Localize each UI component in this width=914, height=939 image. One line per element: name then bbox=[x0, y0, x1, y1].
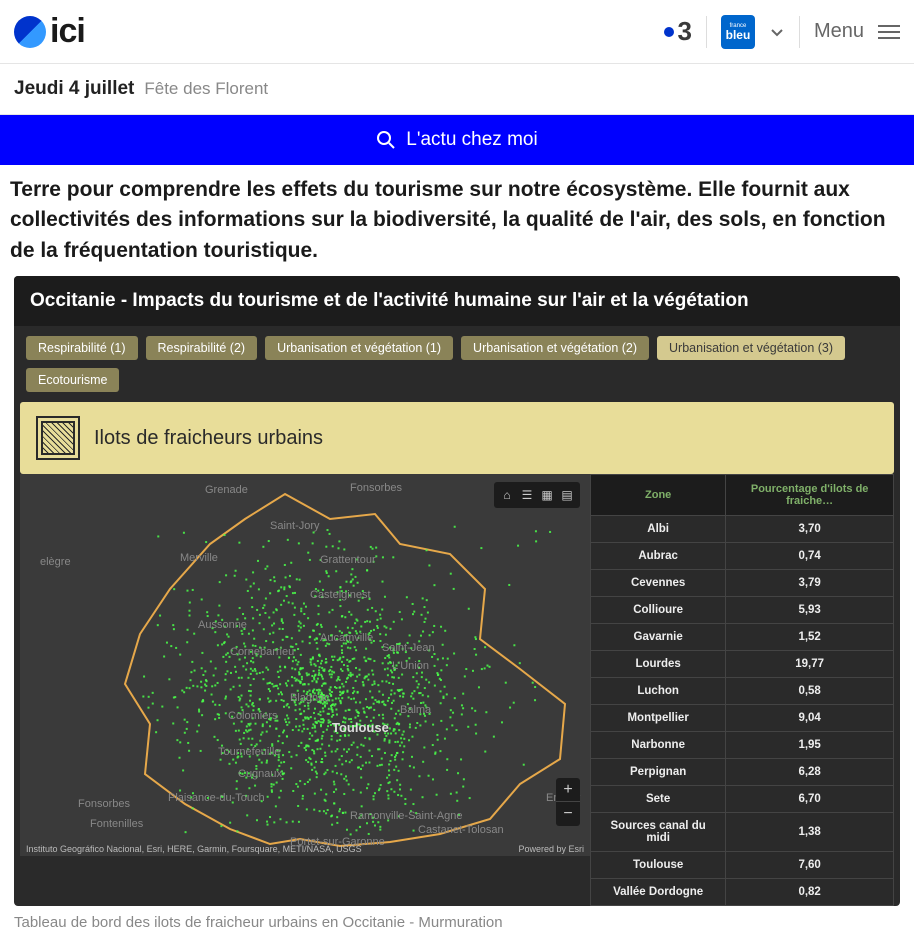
grid-icon[interactable]: ▦ bbox=[538, 486, 556, 504]
map-canvas[interactable]: Grenade Fonsorbes Merville elègre Grattentou… bbox=[20, 474, 590, 856]
map-place-label: Cornebarrieu bbox=[230, 646, 294, 658]
table-row[interactable]: Aubrac0,74 bbox=[591, 543, 894, 570]
map-place-label: Castelginest bbox=[310, 589, 371, 601]
map-place-label: Merville bbox=[180, 552, 218, 564]
francebleu-badge[interactable]: france bleu bbox=[721, 15, 755, 49]
heat-dots bbox=[142, 526, 551, 836]
map-zoom: + − bbox=[556, 778, 580, 826]
map-layer-icon bbox=[36, 416, 80, 460]
table-row[interactable]: Lourdes19,77 bbox=[591, 651, 894, 678]
home-icon[interactable]: ⌂ bbox=[498, 486, 516, 504]
search-icon bbox=[376, 130, 396, 150]
column-header[interactable]: Pourcentage d'ilots de fraiche… bbox=[726, 475, 894, 516]
map-place-label: Cugnaux bbox=[238, 768, 282, 780]
dashboard-title: Occitanie - Impacts du tourisme et de l'… bbox=[14, 276, 900, 326]
menu-label[interactable]: Menu bbox=[814, 20, 864, 43]
section-header: Ilots de fraicheurs urbains bbox=[20, 402, 894, 474]
map-place-label: Colomiers bbox=[228, 710, 278, 722]
table-row[interactable]: Perpignan6,28 bbox=[591, 759, 894, 786]
map-place-label: Grenade bbox=[205, 484, 248, 496]
map-place-label: Aucamville bbox=[320, 632, 373, 644]
table-row[interactable]: Collioure5,93 bbox=[591, 597, 894, 624]
map-place-label: Balma bbox=[400, 704, 431, 716]
figure-caption: Tableau de bord des ilots de fraicheur u… bbox=[0, 906, 914, 939]
map-place-label: Ramonville-Saint-Agne bbox=[350, 810, 463, 822]
table-row[interactable]: Albi3,70 bbox=[591, 516, 894, 543]
map-place-label: Aussonne bbox=[198, 619, 247, 631]
map-place-label: Plaisance-du-Touch bbox=[168, 792, 265, 804]
france3-link[interactable]: 3 bbox=[664, 16, 692, 47]
date-bar: Jeudi 4 juillet Fête des Florent bbox=[0, 64, 914, 115]
table-row[interactable]: Sources canal du midi1,38 bbox=[591, 813, 894, 852]
article-paragraph: Terre pour comprendre les effets du tour… bbox=[10, 175, 900, 266]
france3-dot-icon bbox=[664, 27, 674, 37]
map-place-label: Fonsorbes bbox=[78, 798, 130, 810]
map-place-label: Saint-Jory bbox=[270, 520, 320, 532]
dashboard-embed: Occitanie - Impacts du tourisme et de l'… bbox=[14, 276, 900, 906]
map-place-label: Toulouse bbox=[332, 720, 389, 735]
table-row[interactable]: Cevennes3,79 bbox=[591, 570, 894, 597]
table-row[interactable]: Toulouse7,60 bbox=[591, 852, 894, 879]
table-row[interactable]: Sete6,70 bbox=[591, 786, 894, 813]
map-place-label: Fontenilles bbox=[90, 818, 143, 830]
feast-day: Fête des Florent bbox=[144, 79, 268, 99]
section-title: Ilots de fraicheurs urbains bbox=[94, 427, 323, 450]
legend-icon[interactable]: ▤ bbox=[558, 486, 576, 504]
zoom-in-button[interactable]: + bbox=[556, 778, 580, 802]
chevron-down-icon[interactable] bbox=[769, 24, 785, 40]
logo[interactable]: ici bbox=[14, 12, 85, 51]
map-toolbar: ⌂ ☰ ▦ ▤ bbox=[494, 482, 580, 508]
map-place-label: elègre bbox=[40, 556, 71, 568]
tab-0[interactable]: Respirabilité (1) bbox=[26, 336, 138, 360]
logo-icon bbox=[14, 16, 46, 48]
article-body: Terre pour comprendre les effets du tour… bbox=[0, 165, 914, 276]
tab-5[interactable]: Ecotourisme bbox=[26, 368, 119, 392]
table-row[interactable]: Narbonne1,95 bbox=[591, 732, 894, 759]
map-place-label: Castanet-Tolosan bbox=[418, 824, 504, 836]
dashboard-tabs: Respirabilité (1) Respirabilité (2) Urbani… bbox=[14, 326, 900, 402]
map-place-label: Fonsorbes bbox=[350, 482, 402, 494]
tab-1[interactable]: Respirabilité (2) bbox=[146, 336, 258, 360]
map-place-label: Saint-Jean bbox=[382, 642, 435, 654]
table-row[interactable]: Montpellier9,04 bbox=[591, 705, 894, 732]
table-row[interactable]: Luchon0,58 bbox=[591, 678, 894, 705]
hamburger-icon[interactable] bbox=[878, 25, 900, 39]
table-row[interactable]: Vallée Dordogne0,82 bbox=[591, 879, 894, 906]
table-row[interactable]: Gavarnie1,52 bbox=[591, 624, 894, 651]
tab-3[interactable]: Urbanisation et végétation (2) bbox=[461, 336, 649, 360]
current-date: Jeudi 4 juillet bbox=[14, 78, 134, 100]
column-header[interactable]: Zone bbox=[591, 475, 726, 516]
map-place-label: L'Union bbox=[392, 660, 429, 672]
header-right: 3 france bleu Menu bbox=[664, 15, 901, 49]
local-news-bar[interactable]: L'actu chez moi bbox=[0, 115, 914, 165]
site-header: ici 3 france bleu Menu bbox=[0, 0, 914, 64]
divider bbox=[706, 16, 707, 48]
data-table: ZonePourcentage d'ilots de fraiche…Albi3… bbox=[590, 474, 894, 906]
tab-4[interactable]: Urbanisation et végétation (3) bbox=[657, 336, 845, 360]
map-place-label: Blagnac bbox=[290, 692, 330, 704]
tab-2[interactable]: Urbanisation et végétation (1) bbox=[265, 336, 453, 360]
map-place-label: Grattentour bbox=[320, 554, 376, 566]
map-place-label: Tournefeuille bbox=[218, 746, 280, 758]
logo-text: ici bbox=[50, 12, 85, 51]
local-news-label: L'actu chez moi bbox=[406, 129, 537, 151]
divider bbox=[799, 16, 800, 48]
france3-label: 3 bbox=[678, 16, 692, 47]
map-attribution: Instituto Geográfico Nacional, Esri, HER… bbox=[26, 844, 584, 854]
zoom-out-button[interactable]: − bbox=[556, 802, 580, 826]
list-icon[interactable]: ☰ bbox=[518, 486, 536, 504]
